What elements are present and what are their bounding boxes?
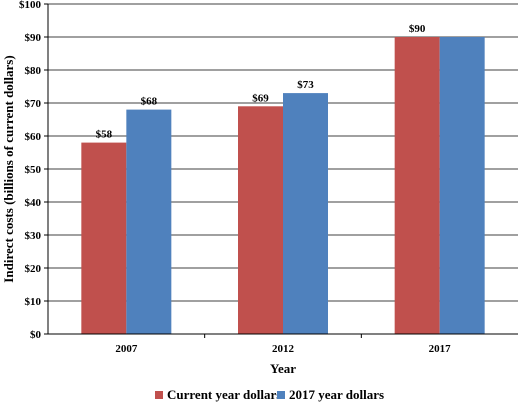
y-tick-label: $20 bbox=[25, 263, 42, 275]
x-tick-label: 2007 bbox=[115, 343, 138, 355]
bar-2017-series-2 bbox=[439, 37, 485, 334]
y-tick-label: $30 bbox=[25, 230, 42, 242]
legend-label-series-2: 2017 year dollars bbox=[289, 387, 384, 402]
y-tick-label: $10 bbox=[25, 296, 42, 308]
data-label: $58 bbox=[96, 129, 113, 141]
data-label: $68 bbox=[141, 96, 158, 108]
x-axis-ticks: 2007 2012 2017 bbox=[115, 334, 451, 355]
y-tick-label: $70 bbox=[25, 98, 42, 110]
x-axis-title: Year bbox=[270, 361, 296, 376]
data-label: $73 bbox=[297, 79, 314, 91]
legend-swatch-series-2 bbox=[277, 391, 285, 399]
x-tick-label: 2017 bbox=[429, 343, 452, 355]
data-label: $69 bbox=[252, 92, 269, 104]
x-tick-label: 2012 bbox=[272, 343, 295, 355]
y-axis-title: Indirect costs (billions of current doll… bbox=[1, 55, 16, 282]
y-tick-label: $80 bbox=[25, 65, 42, 77]
bar-2017-series-1 bbox=[394, 37, 440, 334]
bar-2012-series-2 bbox=[283, 93, 328, 334]
bar-2007-series-2 bbox=[126, 109, 172, 334]
y-tick-label: $40 bbox=[25, 197, 42, 209]
y-tick-label: $60 bbox=[25, 131, 42, 143]
legend: Current year dollars 2017 year dollars bbox=[155, 387, 384, 402]
y-tick-label: $90 bbox=[25, 32, 42, 44]
data-labels: $58 $68 $69 $73 $90 bbox=[96, 23, 426, 141]
legend-swatch-series-1 bbox=[155, 391, 163, 399]
data-label: $90 bbox=[409, 23, 426, 35]
legend-label-series-1: Current year dollars bbox=[167, 387, 281, 402]
y-axis-ticks: $0 $10 $20 $30 $40 $50 $60 $70 $80 $90 $100 bbox=[19, 0, 48, 341]
y-tick-label: $50 bbox=[25, 164, 42, 176]
bar-2012-series-1 bbox=[238, 106, 283, 334]
bars bbox=[81, 37, 485, 334]
bar-2007-series-1 bbox=[81, 142, 127, 334]
y-tick-label: $100 bbox=[19, 0, 42, 11]
y-tick-label: $0 bbox=[30, 329, 42, 341]
